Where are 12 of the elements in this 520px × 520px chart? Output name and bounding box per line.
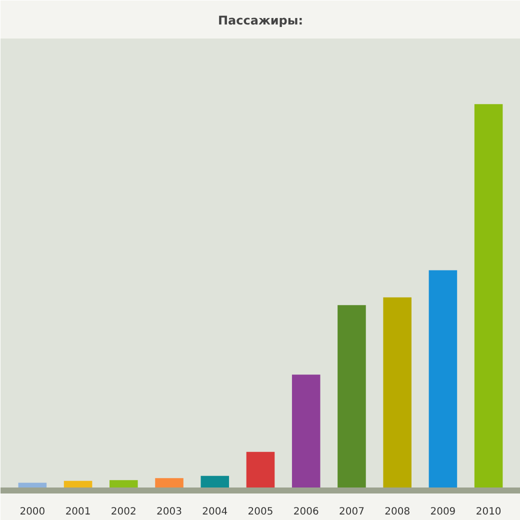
x-tick-label: 2006	[293, 506, 319, 518]
chart-title: Пассажиры:	[218, 14, 304, 28]
x-tick-label: 2010	[476, 506, 502, 518]
x-tick-label: 2000	[20, 506, 46, 518]
x-tick-label: 2001	[65, 506, 91, 518]
x-tick-label: 2008	[384, 506, 410, 518]
x-tick-label: 2007	[339, 506, 364, 518]
x-tick-label: 2003	[156, 506, 182, 518]
x-tick-label: 2005	[248, 506, 274, 518]
x-tick-label: 2004	[202, 506, 228, 518]
x-tick-label: 2009	[430, 506, 456, 518]
x-tick-label: 2002	[110, 506, 136, 518]
